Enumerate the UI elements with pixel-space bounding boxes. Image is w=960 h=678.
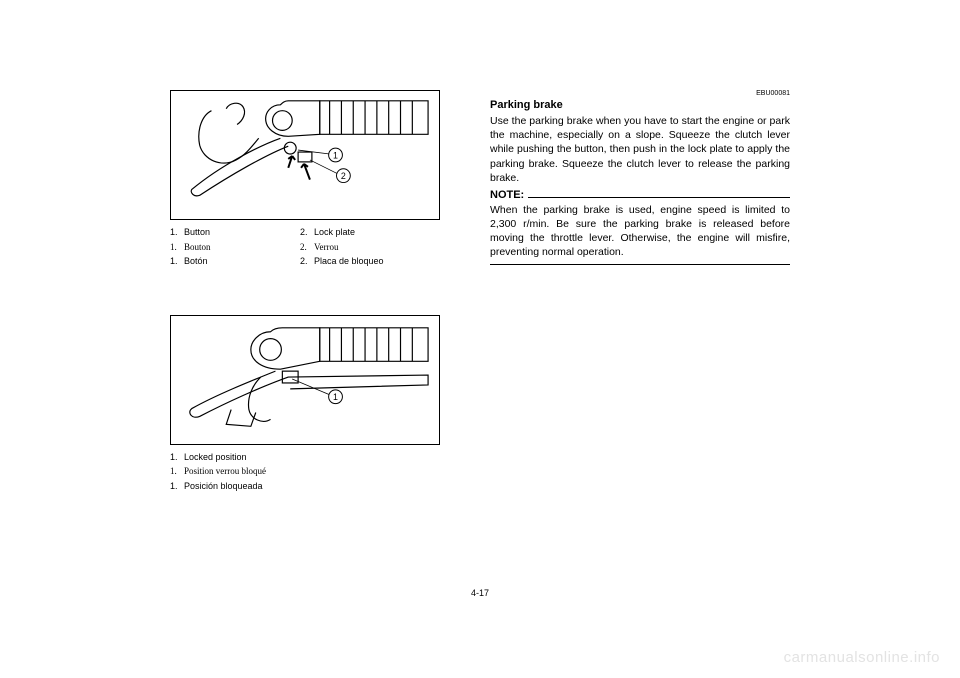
figure-1: 1 2 [170,90,440,220]
fig1-es-2: Placa de bloqueo [314,255,384,269]
end-rule [490,264,790,265]
figure-2-captions: 1.Locked position 1.Position verrou bloq… [170,451,460,494]
fig1-fr-2: Verrou [314,241,339,255]
note-rule [528,197,790,198]
note-label: NOTE: [490,189,524,201]
fig2-es-1: Posición bloqueada [184,480,263,494]
fig2-en-1: Locked position [184,451,247,465]
fig1-callout-2: 2 [341,171,346,181]
fig1-fr-1: Bouton [184,241,211,255]
figure-2: 1 [170,315,440,445]
page-number: 4-17 [0,588,960,598]
fig1-es-1: Botón [184,255,208,269]
watermark: carmanualsonline.info [784,649,940,666]
fig1-en-2: Lock plate [314,226,355,240]
fig1-callout-1: 1 [333,150,338,160]
figure-1-captions: 1.Button 2.Lock plate 1.Bouton 2.Verrou … [170,226,460,270]
right-column: EBU00081 Parking brake Use the parking b… [490,90,790,494]
paragraph-2: When the parking brake is used, engine s… [490,203,790,260]
document-code: EBU00081 [490,90,790,97]
section-heading: Parking brake [490,99,790,111]
fig1-en-1: Button [184,226,210,240]
fig2-callout-1: 1 [333,392,338,402]
note-line: NOTE: [490,189,790,201]
paragraph-1: Use the parking brake when you have to s… [490,114,790,185]
manual-page: 1 2 1.Button 2.Lock plate 1.Bouton [0,0,960,544]
left-column: 1 2 1.Button 2.Lock plate 1.Bouton [170,90,460,494]
fig2-fr-1: Position verrou bloqué [184,465,266,479]
